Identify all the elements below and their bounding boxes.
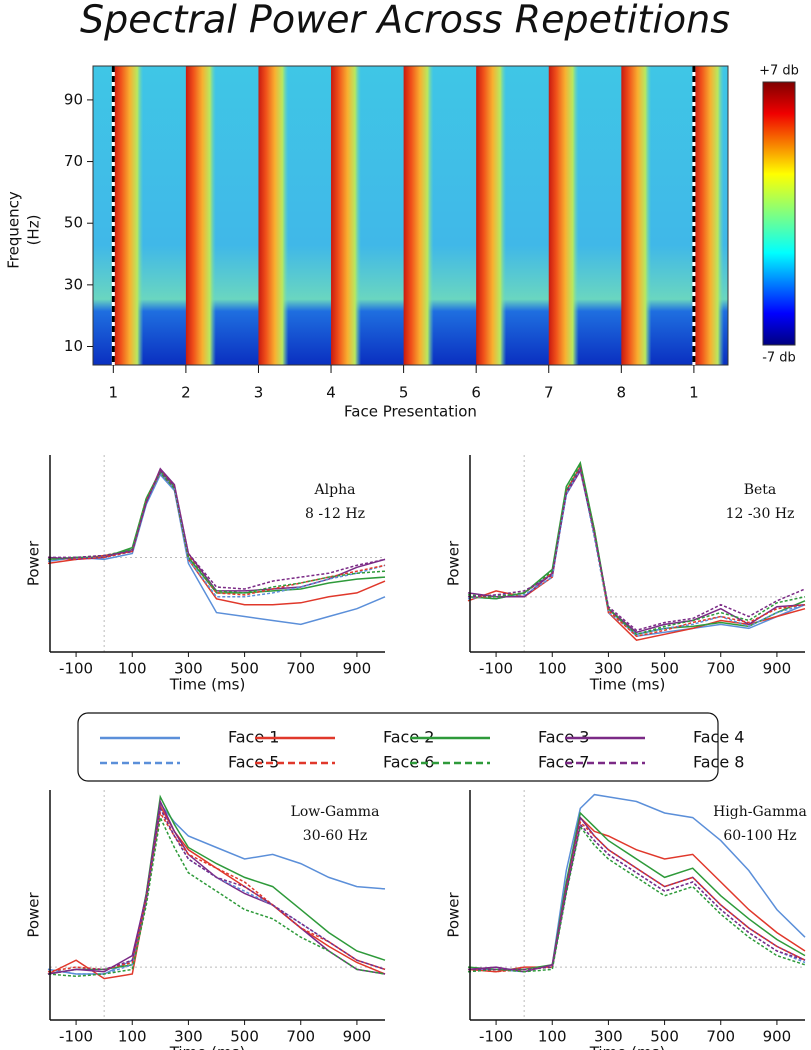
x-tick-label: -100 — [59, 660, 93, 678]
series-line — [47, 473, 386, 626]
x-tick-label: 1 — [109, 384, 119, 402]
x-tick-label: 500 — [230, 1028, 259, 1046]
heatmap-band — [621, 66, 652, 365]
legend-box — [77, 712, 719, 782]
heatmap-band — [476, 66, 507, 365]
x-tick-label: 500 — [650, 660, 679, 678]
heatmap-band — [548, 66, 579, 365]
x-tick-label: 500 — [230, 660, 259, 678]
panel-subtitle: 12 -30 Hz — [726, 506, 795, 522]
x-axis-label: Time (ms) — [169, 1044, 246, 1050]
x-tick-label: 6 — [471, 384, 481, 402]
legend-label: Face 4 — [693, 728, 744, 747]
x-tick-label: 7 — [544, 384, 554, 402]
x-axis-label: Time (ms) — [589, 676, 666, 694]
panel-subtitle: 60-100 Hz — [723, 828, 796, 844]
series-line — [47, 815, 386, 978]
legend-label: Face 3 — [538, 728, 589, 747]
series-line — [467, 466, 806, 636]
legend-label: Face 5 — [228, 753, 279, 772]
heatmap-band — [113, 66, 144, 365]
panel-title: Low-Gamma — [291, 804, 380, 820]
x-tick-label: -100 — [479, 1028, 513, 1046]
series-line — [47, 803, 386, 980]
x-tick-label: 5 — [399, 384, 409, 402]
panel-title: Alpha — [314, 482, 356, 498]
y-tick-label: 70 — [64, 152, 83, 170]
x-tick-label: -100 — [479, 660, 513, 678]
x-tick-label: 300 — [594, 1028, 623, 1046]
heatmap-band — [693, 66, 724, 365]
x-tick-label: 700 — [706, 660, 735, 678]
legend-label: Face 2 — [383, 728, 434, 747]
heatmap-band — [258, 66, 289, 365]
x-tick-label: 900 — [763, 660, 792, 678]
heatmap-band — [331, 66, 362, 365]
x-tick-label: 300 — [594, 660, 623, 678]
y-axis-label: Power — [445, 891, 463, 937]
y-tick-label: 50 — [64, 214, 83, 232]
x-tick-label: 8 — [617, 384, 627, 402]
x-tick-label: -100 — [59, 1028, 93, 1046]
x-tick-label: 1 — [689, 384, 699, 402]
x-tick-label: 4 — [326, 384, 336, 402]
y-tick-label: 30 — [64, 275, 83, 293]
panel-subtitle: 30-60 Hz — [303, 828, 367, 844]
x-tick-label: 700 — [286, 1028, 315, 1046]
y-axis-label: Power — [25, 540, 43, 586]
y-axis-label: (Hz) — [25, 215, 43, 246]
legend-label: Face 7 — [538, 753, 589, 772]
series-line — [467, 825, 806, 973]
x-tick-label: 900 — [343, 660, 372, 678]
y-tick-label: 90 — [64, 90, 83, 108]
figure-title: Spectral Power Across Repetitions — [80, 0, 730, 42]
panel-title: High-Gamma — [713, 804, 807, 820]
series-line — [468, 793, 806, 973]
series-line — [467, 466, 806, 632]
panel-subtitle: 8 -12 Hz — [305, 506, 365, 522]
panel-title: Beta — [744, 482, 777, 498]
colorbar-label: +7 db — [759, 64, 799, 79]
y-tick-label: 10 — [64, 337, 83, 355]
series-line — [468, 822, 806, 971]
x-tick-label: 100 — [538, 660, 567, 678]
x-tick-label: 700 — [706, 1028, 735, 1046]
x-tick-label: 300 — [174, 660, 203, 678]
y-axis-label: Power — [445, 540, 463, 586]
y-axis-label: Frequency — [5, 191, 23, 269]
x-tick-label: 100 — [118, 660, 147, 678]
x-axis-label: Time (ms) — [169, 676, 246, 694]
legend-label: Face 6 — [383, 753, 434, 772]
heatmap-band — [185, 66, 216, 365]
x-tick-label: 3 — [254, 384, 264, 402]
series-line — [467, 816, 806, 973]
x-tick-label: 300 — [174, 1028, 203, 1046]
y-axis-label: Power — [25, 891, 43, 937]
x-axis-label: Time (ms) — [589, 1044, 666, 1050]
series-line — [467, 811, 806, 971]
x-tick-label: 2 — [181, 384, 191, 402]
x-axis-label: Face Presentation — [344, 403, 477, 421]
x-tick-label: 900 — [343, 1028, 372, 1046]
series-line — [48, 469, 386, 590]
colorbar-label: -7 db — [762, 351, 796, 366]
legend-label: Face 1 — [228, 728, 279, 747]
heatmap-band — [403, 66, 434, 365]
series-line — [47, 805, 386, 975]
x-tick-label: 100 — [538, 1028, 567, 1046]
series-line — [47, 801, 386, 975]
legend-label: Face 8 — [693, 753, 744, 772]
x-tick-label: 900 — [763, 1028, 792, 1046]
x-tick-label: 100 — [118, 1028, 147, 1046]
series-line — [467, 822, 806, 973]
x-tick-label: 700 — [286, 660, 315, 678]
colorbar — [762, 81, 796, 346]
series-line — [467, 820, 806, 973]
series-line — [47, 794, 386, 975]
x-tick-label: 500 — [650, 1028, 679, 1046]
plot-frame — [92, 65, 729, 366]
